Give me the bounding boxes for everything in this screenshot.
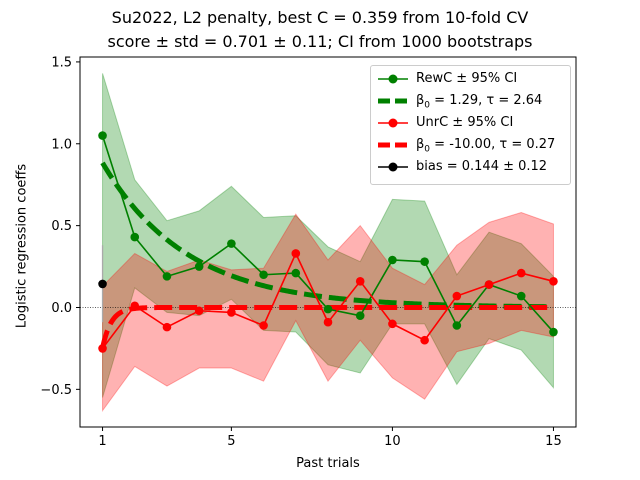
- legend-marker-rewc-fit: [378, 98, 412, 104]
- legend-fit-params: = 1.29, τ = 2.64: [430, 93, 543, 108]
- data-point-1-5: [259, 321, 268, 330]
- fit-curve-0: [100, 161, 554, 310]
- x-axis-label: Past trials: [296, 456, 360, 471]
- y-tick-label: 0.5: [51, 219, 72, 234]
- data-point-1-8: [355, 276, 365, 286]
- legend-item-unrc: UnrC ± 95% CI: [371, 112, 570, 134]
- data-point-0-9: [388, 255, 397, 265]
- data-point-0-1: [130, 232, 140, 242]
- x-tick-label: 5: [227, 434, 235, 449]
- data-point-0-11: [452, 321, 462, 330]
- legend-beta-symbol: β: [416, 137, 425, 152]
- data-point-1-9: [388, 319, 397, 329]
- legend-fit-params: = -10.00, τ = 0.27: [430, 137, 556, 152]
- x-tick-label: 10: [384, 434, 401, 449]
- legend-item-unrc-fit: β0 = -10.00, τ = 0.27: [371, 134, 570, 156]
- y-axis-label: Logistic regression coeffs: [14, 163, 30, 329]
- legend: RewC ± 95% CI β0 = 1.29, τ = 2.64 UnrC ±…: [370, 65, 571, 185]
- data-point-0-7: [323, 304, 333, 314]
- data-point-1-1: [130, 301, 140, 311]
- data-point-1-3: [194, 306, 204, 316]
- legend-label-rewc-fit: β0 = 1.29, τ = 2.64: [416, 93, 542, 111]
- y-tick-label: −0.5: [40, 383, 72, 398]
- y-tick-label: 0.0: [51, 301, 72, 316]
- x-tick-label: 1: [98, 434, 106, 449]
- legend-marker-rewc: [378, 74, 408, 84]
- plot-area: [80, 73, 576, 413]
- chart-title-line1: Su2022, L2 penalty, best C = 0.359 from …: [111, 8, 529, 27]
- data-point-1-11: [452, 291, 462, 301]
- legend-label-unrc-fit: β0 = -10.00, τ = 0.27: [416, 137, 555, 155]
- y-tick-label: 1.5: [51, 55, 72, 70]
- chart-title-line2: score ± std = 0.701 ± 0.11; CI from 1000…: [107, 32, 533, 51]
- data-point-0-4: [227, 239, 236, 248]
- data-point-0-8: [355, 311, 365, 320]
- legend-beta-symbol: β: [416, 93, 425, 108]
- legend-beta-subscript: 0: [424, 144, 431, 155]
- data-point-1-14: [549, 276, 558, 286]
- legend-beta-subscript: 0: [424, 100, 431, 111]
- x-tick-label: 15: [545, 434, 562, 449]
- data-point-0-0: [98, 131, 107, 140]
- legend-marker-unrc-fit: [378, 142, 412, 148]
- data-point-1-0: [98, 344, 107, 353]
- data-point-1-12: [484, 280, 494, 289]
- data-point-0-2: [162, 272, 172, 281]
- data-point-0-3: [194, 262, 204, 271]
- data-point-0-13: [516, 291, 526, 301]
- data-point-1-6: [291, 249, 301, 258]
- data-point-0-14: [549, 327, 558, 337]
- data-point-0-6: [291, 268, 301, 278]
- bias-point: [98, 279, 107, 289]
- data-point-0-5: [259, 270, 268, 280]
- data-point-1-4: [227, 308, 236, 317]
- y-tick-label: 1.0: [51, 137, 72, 152]
- data-point-1-10: [420, 335, 429, 345]
- legend-label-bias: bias = 0.144 ± 0.12: [416, 159, 548, 174]
- legend-item-bias: bias = 0.144 ± 0.12: [371, 156, 570, 178]
- data-point-1-13: [516, 268, 526, 278]
- data-point-1-7: [323, 317, 333, 327]
- data-point-1-2: [162, 322, 172, 332]
- axes-frame: [79, 56, 577, 428]
- data-point-0-10: [420, 257, 429, 266]
- legend-marker-unrc: [378, 118, 408, 128]
- legend-marker-bias: [378, 162, 408, 172]
- legend-item-rewc: RewC ± 95% CI: [371, 68, 570, 90]
- legend-item-rewc-fit: β0 = 1.29, τ = 2.64: [371, 90, 570, 112]
- legend-label-unrc: UnrC ± 95% CI: [416, 115, 514, 130]
- legend-label-rewc: RewC ± 95% CI: [416, 71, 518, 86]
- ci-band-0: [102, 73, 554, 398]
